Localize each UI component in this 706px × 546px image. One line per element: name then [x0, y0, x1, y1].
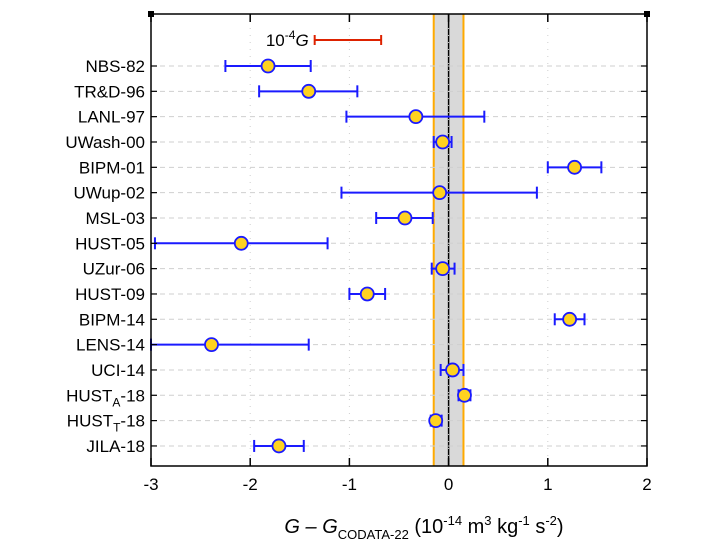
data-point-marker: [301, 83, 317, 99]
data-point-group: [439, 362, 465, 378]
data-point-marker: [359, 286, 375, 302]
data-point-group: [348, 286, 387, 302]
data-series: [150, 58, 603, 454]
data-point-group: [428, 413, 444, 429]
category-labels: NBS-82 TR&D-96 LANL-97 UWash-00 BIPM-01 UWup-…: [65, 57, 145, 456]
category-label: MSL-03: [85, 209, 145, 228]
data-point-group: [340, 185, 538, 201]
category-label: HUST-09: [75, 285, 145, 304]
data-point-marker: [271, 438, 287, 454]
x-tick-label: -3: [143, 475, 158, 494]
data-point-group: [258, 83, 359, 99]
category-label: LANL-97: [78, 108, 145, 127]
data-point-group: [345, 109, 486, 125]
data-point-marker: [428, 413, 444, 429]
data-point-group: [150, 337, 310, 353]
category-label: UCI-14: [91, 361, 145, 380]
data-point-group: [432, 134, 453, 150]
codata-band: [432, 14, 465, 466]
data-point-marker: [457, 387, 472, 403]
data-point-group: [224, 58, 312, 74]
scale-bar-label: 10-4G: [266, 28, 309, 50]
data-point-marker: [233, 235, 249, 251]
data-point-group: [430, 261, 456, 277]
data-point-group: [375, 210, 434, 226]
category-label: NBS-82: [85, 57, 145, 76]
data-point-marker: [435, 261, 451, 277]
data-point-marker: [408, 109, 424, 125]
plot-frame: [150, 13, 648, 467]
data-point-marker: [445, 362, 460, 378]
grid: [151, 14, 647, 466]
data-point-group: [253, 438, 305, 454]
x-tick-label: 2: [642, 475, 651, 494]
data-point-marker: [562, 311, 578, 327]
category-label: HUSTT-18: [67, 412, 145, 435]
category-label: HUSTA-18: [66, 386, 145, 409]
x-axis-label: G – GCODATA-22 (10-14 m3 kg-1 s-2): [284, 513, 563, 542]
scale-bar: 10-4G: [266, 28, 383, 50]
category-label: JILA-18: [86, 437, 145, 456]
data-point-marker: [204, 337, 219, 353]
data-point-marker: [435, 134, 451, 150]
data-point-marker: [567, 159, 582, 175]
category-label: HUST-05: [75, 234, 145, 253]
category-label: UZur-06: [83, 260, 145, 279]
data-point-group: [546, 159, 603, 175]
data-point-group: [553, 311, 586, 327]
category-label: TR&D-96: [74, 82, 145, 101]
category-label: BIPM-01: [79, 158, 145, 177]
category-label: LENS-14: [76, 336, 145, 355]
axes: -3 -2 -1 0 1 2: [143, 11, 652, 494]
data-point-marker: [260, 58, 276, 74]
x-tick-label: -1: [342, 475, 357, 494]
data-point-group: [457, 387, 472, 403]
x-tick-label: 1: [543, 475, 552, 494]
x-tick-label: -2: [243, 475, 258, 494]
category-label: UWup-02: [74, 184, 146, 203]
category-label: BIPM-14: [79, 310, 145, 329]
data-point-marker: [432, 185, 448, 201]
category-label: UWash-00: [65, 133, 145, 152]
data-point-marker: [397, 210, 413, 226]
data-point-group: [153, 235, 329, 251]
x-tick-label: 0: [444, 475, 453, 494]
